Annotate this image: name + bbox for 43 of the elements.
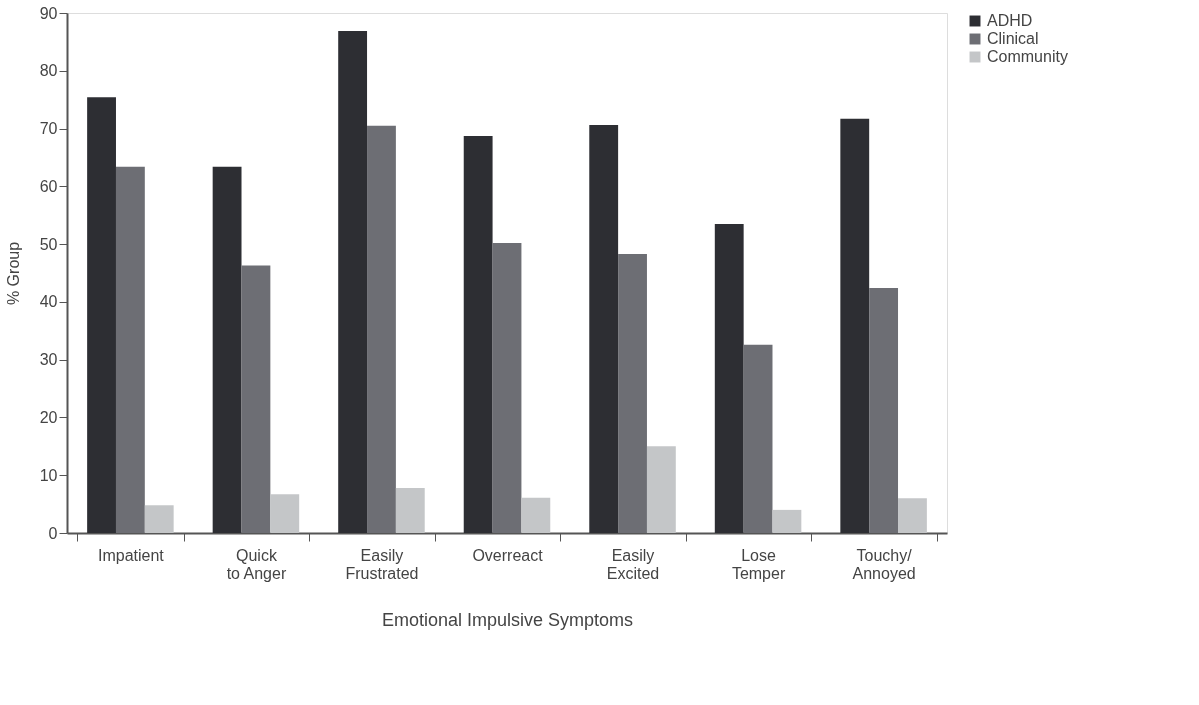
y-tick-label: 60 [39, 177, 58, 195]
bar [144, 505, 174, 533]
y-tick-label: 80 [39, 62, 58, 80]
y-tick-label: 70 [39, 120, 58, 138]
legend-label: ADHD [987, 12, 1033, 29]
y-tick-label: 30 [39, 351, 58, 369]
bar [618, 253, 647, 533]
bar [395, 487, 425, 533]
bar [869, 288, 899, 533]
y-tick-label: 10 [39, 466, 58, 484]
y-tick-label: 90 [39, 4, 58, 22]
bar [743, 344, 773, 533]
x-tick-label: Touchy/ Annoyed [852, 546, 916, 582]
legend-label: Clinical [987, 30, 1039, 47]
y-tick-label: 20 [39, 408, 58, 426]
bar [212, 166, 242, 533]
x-tick-label: Easily Excited [606, 546, 660, 582]
y-axis-title: % Group [4, 241, 22, 306]
bar [87, 97, 116, 533]
bar [646, 446, 676, 533]
legend-label: Community [987, 48, 1068, 65]
bar [270, 494, 300, 533]
x-tick-label: Overreact [472, 546, 544, 564]
bar [898, 498, 927, 533]
x-tick-label: Quick to Anger [226, 546, 287, 582]
bar [115, 166, 145, 533]
bar [589, 125, 619, 533]
bar [492, 242, 522, 533]
x-tick-label: Easily Frustrated [345, 546, 419, 582]
x-axis-title: Emotional Impulsive Symptoms [381, 609, 634, 630]
bar [338, 30, 368, 533]
bar [840, 118, 870, 533]
x-tick-label: Lose Temper [731, 546, 786, 582]
x-tick-label: Impatient [97, 546, 165, 564]
bar [241, 265, 271, 533]
bar [521, 497, 551, 533]
bar [772, 509, 802, 533]
bar [463, 136, 493, 533]
bar [367, 125, 396, 533]
y-tick-label: 40 [39, 293, 58, 311]
y-tick-label: 50 [39, 235, 58, 253]
y-tick-label: 0 [48, 524, 58, 542]
bar [714, 223, 744, 533]
